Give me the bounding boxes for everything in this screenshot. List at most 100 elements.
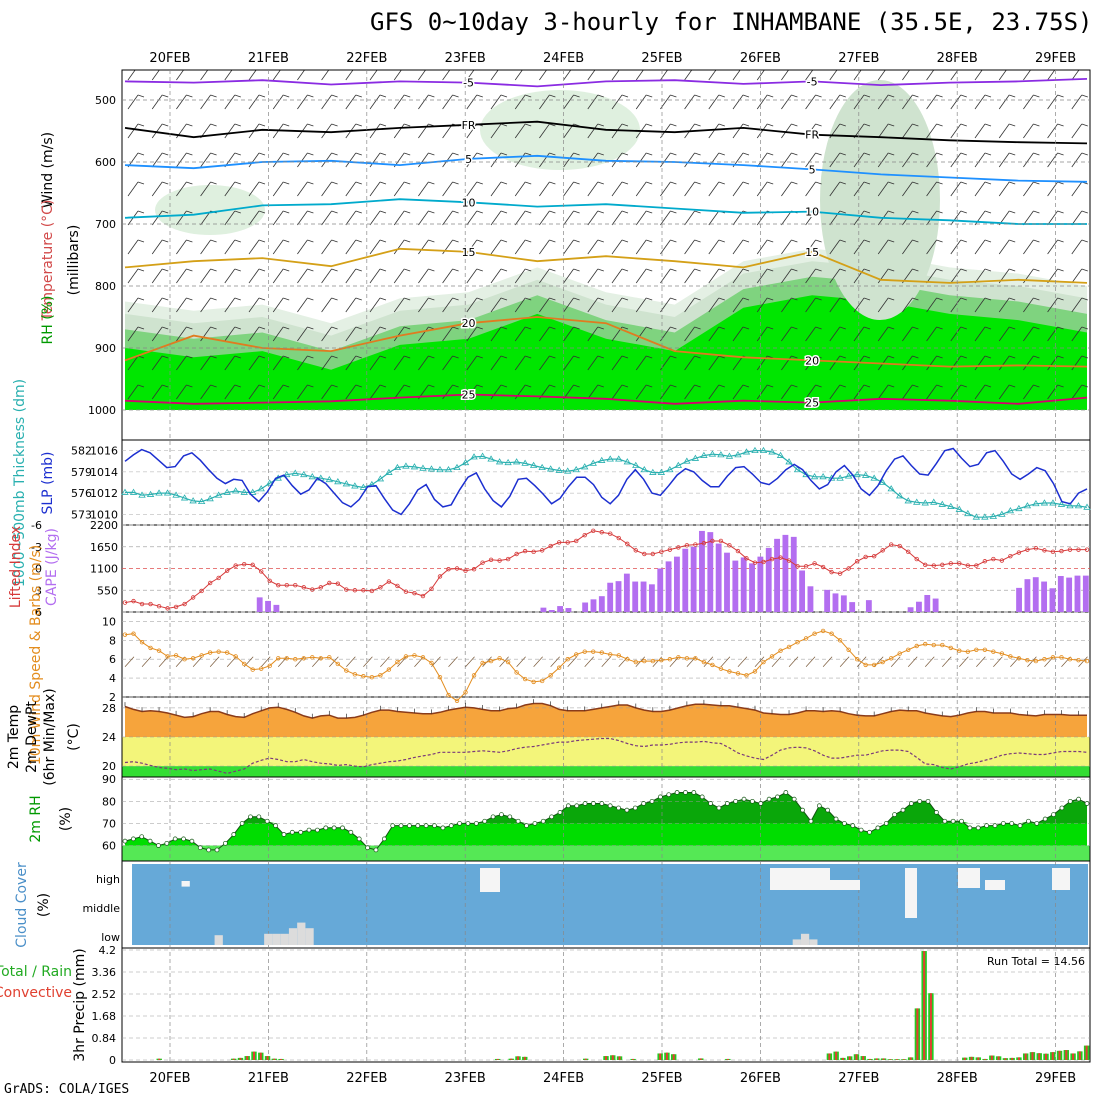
- wind-barb-flag: [331, 384, 338, 388]
- wind-barb-staff: [514, 181, 526, 197]
- wind-barb-staff: [224, 210, 236, 226]
- thickness-point: [538, 463, 546, 471]
- wind-barb-flag: [1081, 297, 1088, 301]
- thickness-point: [121, 488, 129, 495]
- wind-barb: [369, 181, 387, 197]
- wind-barb: [611, 70, 620, 81]
- wind-barb-flag: [597, 94, 604, 98]
- wind-barb-staff: [466, 210, 478, 226]
- wind-barb-flag: [767, 123, 774, 127]
- wind-barb-flag: [500, 384, 508, 388]
- wind-barb: [200, 152, 217, 168]
- li-point: [182, 601, 187, 607]
- cloud-high-block: [985, 880, 1005, 890]
- wind-barb-flag: [597, 152, 604, 156]
- wind-speed-point: [403, 654, 409, 659]
- wind-barb-flag: [1081, 326, 1088, 330]
- wind-barb-staff: [877, 94, 889, 110]
- wind-barb-staff: [1047, 94, 1058, 110]
- li-point: [948, 561, 953, 566]
- wind-barb-flag: [646, 181, 653, 185]
- wind-speed-point: [735, 671, 741, 676]
- wind-speed-point: [267, 663, 272, 669]
- thickness-point: [913, 498, 921, 505]
- li-point: [437, 574, 443, 579]
- wind-barb-flag: [718, 384, 725, 388]
- wind-speed-point: [633, 659, 638, 665]
- wind-barb: [369, 268, 387, 284]
- wind-barb-staff: [224, 94, 236, 110]
- wind-barb: [442, 210, 459, 226]
- wind-barb-staff: [248, 210, 260, 226]
- wind-barb-staff: [708, 94, 720, 110]
- wind-barb-flag: [355, 210, 362, 214]
- wind-barb: [877, 326, 895, 342]
- cape-bar: [865, 600, 872, 612]
- wind-barb: [587, 70, 596, 81]
- wind-barb-staff: [151, 384, 163, 400]
- cape-bar: [682, 548, 689, 612]
- li-point: [608, 531, 613, 536]
- wind-barb: [708, 94, 725, 110]
- wind-barb-flag: [162, 152, 169, 156]
- wind-barb: [393, 268, 411, 284]
- precip-convective-bar: [280, 1058, 283, 1060]
- wind-barb: [297, 297, 314, 313]
- wind-barb-flag: [863, 239, 871, 243]
- wind-barb-staff: [708, 210, 720, 226]
- wind-barb-flag: [936, 297, 943, 301]
- wind-speed-point: [463, 690, 468, 695]
- wind-barb-flag: [1057, 326, 1064, 330]
- wind-barb-staff: [321, 355, 332, 371]
- wind-barb-staff: [708, 297, 720, 313]
- wind-speed-point: [846, 647, 851, 652]
- wind-speed-point: [608, 652, 613, 657]
- wind-barb-flag: [404, 210, 411, 214]
- wind-barb: [418, 181, 435, 197]
- pressure-tick-label: 600: [95, 156, 116, 169]
- cape-bar: [782, 534, 789, 612]
- wind-barb-flag: [815, 152, 822, 156]
- wind-barb-staff: [200, 239, 211, 255]
- wind-barb: [805, 297, 822, 313]
- cape-bar: [824, 589, 831, 612]
- wind-barb-flag: [621, 210, 629, 214]
- wind-barb-flag: [404, 384, 411, 388]
- wind-barb-staff: [466, 355, 478, 371]
- wind-barb-flag: [476, 210, 483, 214]
- precip-convective-bar: [1085, 1045, 1088, 1060]
- wind-barb: [297, 70, 306, 81]
- rh-point: [1000, 821, 1006, 826]
- wind-barb-staff: [393, 326, 405, 342]
- precip-convective-bar: [875, 1058, 878, 1060]
- wind-barb-staff: [1023, 123, 1034, 139]
- wind-barb-flag: [210, 181, 217, 185]
- wind-barb: [466, 152, 483, 168]
- wind-barb: [829, 70, 838, 81]
- wind-barb: [151, 152, 169, 168]
- wind-barb-staff: [708, 239, 720, 255]
- li-point: [122, 600, 128, 605]
- wind-barb-staff: [514, 94, 526, 110]
- wind-barb-staff: [1047, 152, 1058, 168]
- wind-barb-staff: [708, 123, 720, 139]
- li-point: [514, 551, 519, 557]
- precip-tick-label: 0: [109, 1054, 116, 1067]
- wind-barb: [248, 181, 266, 197]
- rh-point: [900, 807, 906, 813]
- surface-wind-barb: [533, 656, 543, 668]
- wind-speed-point: [1050, 655, 1056, 660]
- wind-barb-flag: [984, 268, 992, 272]
- li-point: [386, 579, 392, 584]
- wind-barb: [321, 384, 338, 400]
- wind-barb-flag: [1081, 384, 1088, 388]
- wind-barb-flag: [186, 239, 193, 243]
- wind-barb-staff: [950, 355, 962, 371]
- wind-barb-flag: [597, 355, 604, 359]
- wind-barb: [684, 210, 701, 226]
- wind-barb-staff: [418, 239, 429, 255]
- wind-barb: [926, 355, 943, 371]
- wind-barb-flag: [573, 326, 580, 330]
- wind-barb: [684, 94, 701, 110]
- wind-speed-point: [352, 672, 358, 677]
